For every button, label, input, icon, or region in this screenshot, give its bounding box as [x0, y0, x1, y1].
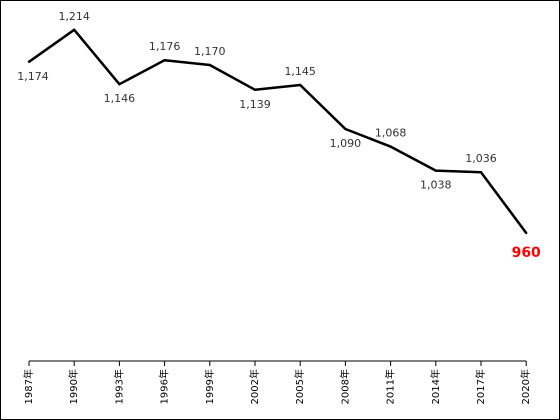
x-tick-label: 1993年 [112, 369, 125, 404]
x-tick-label: 2011年 [384, 369, 397, 404]
x-tick-label: 2017年 [474, 369, 487, 404]
data-label: 1,038 [420, 179, 452, 192]
series-line [28, 28, 528, 234]
x-tick-label: 2005年 [293, 369, 306, 404]
data-label: 1,174 [17, 70, 49, 83]
x-tick-label: 2014年 [429, 369, 442, 404]
data-point [344, 127, 347, 131]
data-point [163, 59, 166, 62]
data-point [73, 28, 76, 31]
x-tick-label: 1987年 [22, 369, 35, 404]
x-tick-label: 2002年 [248, 369, 261, 404]
data-point [479, 171, 483, 174]
x-tick-label: 2008年 [338, 369, 351, 404]
data-label-highlight: 960 [512, 245, 541, 261]
data-point [27, 60, 31, 63]
data-point [118, 83, 121, 86]
data-label: 1,139 [239, 98, 271, 111]
data-point [389, 145, 392, 148]
x-tick-label: 1999年 [203, 369, 216, 404]
data-label: 1,068 [375, 127, 407, 140]
x-tick-label: 1996年 [158, 369, 171, 404]
data-point [208, 63, 211, 67]
data-label: 1,145 [284, 65, 316, 78]
data-label: 1,214 [58, 10, 90, 23]
data-label: 1,036 [465, 152, 497, 165]
data-label: 1,146 [104, 92, 136, 105]
data-point [434, 169, 437, 172]
data-point [299, 83, 302, 87]
x-tick-label: 1990年 [67, 369, 80, 404]
data-point [253, 88, 257, 92]
data-point [525, 231, 528, 235]
data-label: 1,090 [330, 137, 362, 150]
x-tick-label: 2020年 [519, 369, 532, 404]
data-label: 1,170 [194, 45, 226, 58]
data-label: 1,176 [149, 40, 181, 53]
